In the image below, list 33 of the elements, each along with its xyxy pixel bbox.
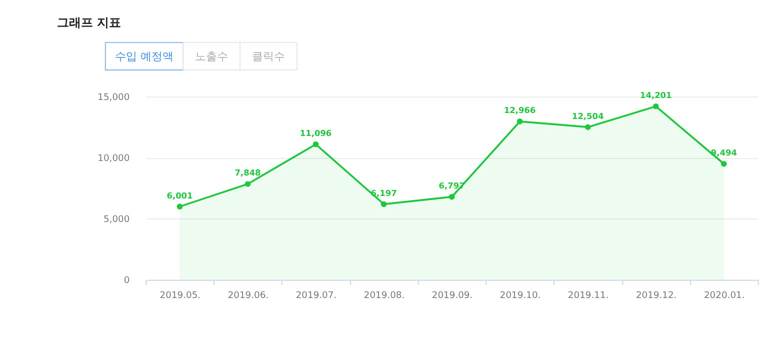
point <box>176 204 183 210</box>
data-label: 12,504 <box>572 110 604 121</box>
point <box>448 194 455 200</box>
y-tick-label: 0 <box>124 275 130 286</box>
x-tick-label: 2019.05. <box>160 290 201 301</box>
data-label: 7,848 <box>234 168 262 178</box>
text: 노출수 <box>195 50 228 63</box>
x-tick-label: 2019.11. <box>568 290 609 301</box>
x-tick-label: 2019.08. <box>364 290 405 301</box>
y-tick-label: 5,000 <box>103 214 130 225</box>
x-tick-label: 2019.10. <box>500 290 541 301</box>
point <box>584 124 591 130</box>
x-tick-label: 2019.09. <box>432 290 473 301</box>
x-tick-label: 2020.01. <box>704 290 745 301</box>
data-label: 14,201 <box>640 90 672 100</box>
y-tick-label: 10,000 <box>98 152 130 164</box>
point <box>380 201 387 208</box>
point <box>516 118 523 124</box>
data-label: 6,001 <box>166 190 194 200</box>
x-tick-label: 2019.06. <box>228 290 269 301</box>
text: 수입 예정액 <box>115 50 174 63</box>
data-label: 11,096 <box>300 128 332 138</box>
chart-title: 그래프 지표 <box>56 15 121 30</box>
x-tick-label: 2019.07. <box>296 290 337 301</box>
point <box>312 141 319 148</box>
text: 클릭수 <box>252 50 286 63</box>
point <box>652 103 659 110</box>
data-label: 9,494 <box>710 148 738 158</box>
y-tick-label: 15,000 <box>98 92 130 103</box>
data-label: 12,966 <box>504 105 536 116</box>
x-tick-label: 2019.12. <box>636 290 677 301</box>
point <box>244 181 251 187</box>
point <box>721 160 727 167</box>
